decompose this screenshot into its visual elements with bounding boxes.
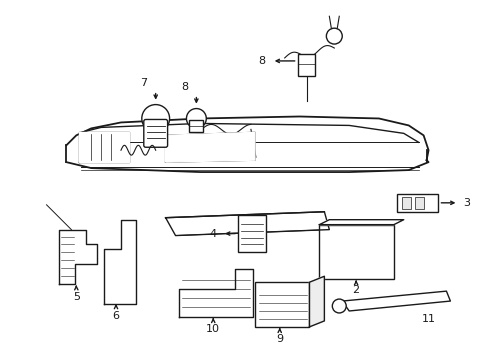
Text: 9: 9 [276,334,283,344]
Text: 4: 4 [210,229,217,239]
Text: 11: 11 [421,314,436,324]
Circle shape [187,109,206,129]
Text: 8: 8 [181,82,188,92]
Text: 3: 3 [463,198,470,208]
Polygon shape [166,132,255,162]
Text: 2: 2 [353,285,360,295]
Bar [297,54,316,76]
Bar [255,282,310,327]
Polygon shape [349,147,389,162]
Circle shape [326,28,342,44]
Bar [415,197,424,209]
Polygon shape [319,220,404,225]
Polygon shape [79,132,129,162]
Bar [238,215,266,252]
Circle shape [142,105,170,132]
Polygon shape [342,291,450,311]
Polygon shape [166,212,329,235]
Polygon shape [59,230,97,284]
Polygon shape [178,269,253,317]
Circle shape [332,299,346,313]
Polygon shape [310,276,324,327]
Bar [402,197,411,209]
Text: 6: 6 [113,311,120,321]
FancyBboxPatch shape [144,120,168,147]
Text: 10: 10 [206,324,220,334]
Text: 5: 5 [73,292,80,302]
Bar [397,194,439,212]
Text: 8: 8 [258,56,266,66]
Bar [190,121,203,132]
Polygon shape [104,220,136,304]
Text: 1: 1 [246,243,253,252]
Bar [319,225,394,279]
Text: 7: 7 [140,78,147,88]
